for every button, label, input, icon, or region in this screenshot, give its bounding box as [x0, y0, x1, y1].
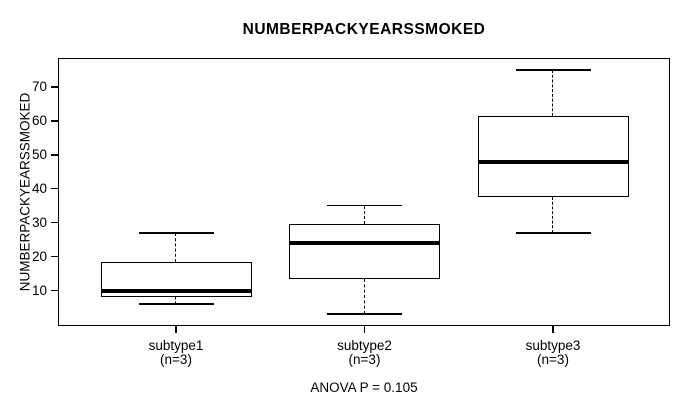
x-tick-subtype2	[363, 326, 366, 333]
y-tick-label-10: 10	[31, 282, 47, 298]
x-label-name-subtype3: subtype3	[525, 338, 581, 353]
y-tick-40	[51, 187, 58, 190]
whisker-cap-upper-subtype2	[327, 204, 402, 207]
y-tick-label-40: 40	[31, 180, 47, 196]
y-tick-70	[51, 86, 58, 88]
whisker-lower-subtype1	[175, 297, 177, 305]
whisker-cap-upper-subtype3	[515, 69, 591, 71]
median-subtype2	[289, 241, 440, 246]
y-tick-50	[51, 154, 58, 156]
y-tick-30	[51, 221, 58, 224]
x-label-n-subtype2: (n=3)	[348, 352, 381, 367]
whisker-cap-lower-subtype3	[515, 232, 591, 234]
whisker-lower-subtype3	[552, 197, 554, 233]
median-subtype1	[100, 288, 252, 293]
x-tick-subtype3	[552, 326, 554, 333]
y-tick-20	[51, 255, 58, 258]
y-tick-label-20: 20	[31, 248, 47, 264]
whisker-upper-subtype2	[363, 205, 365, 225]
anova-annotation: ANOVA P = 0.105	[310, 380, 418, 395]
x-label-subtype1: subtype1 (n=3)	[96, 339, 256, 367]
x-label-subtype3: subtype3 (n=3)	[473, 339, 633, 367]
x-label-name-subtype2: subtype2	[337, 338, 392, 353]
y-tick-label-60: 60	[31, 112, 47, 128]
x-label-n-subtype1: (n=3)	[160, 352, 192, 367]
y-tick-label-50: 50	[31, 146, 47, 162]
whisker-upper-subtype1	[175, 232, 177, 262]
y-tick-label-30: 30	[31, 214, 47, 230]
whisker-cap-upper-subtype1	[138, 232, 214, 234]
whisker-cap-lower-subtype2	[327, 313, 402, 315]
box-subtype3	[477, 115, 629, 198]
x-tick-subtype1	[175, 326, 177, 333]
box-subtype2	[289, 224, 440, 279]
x-label-subtype2: subtype2 (n=3)	[285, 339, 445, 367]
y-tick-60	[51, 120, 58, 122]
whisker-lower-subtype2	[363, 278, 365, 315]
median-subtype3	[477, 159, 629, 164]
x-label-name-subtype1: subtype1	[148, 338, 204, 353]
x-label-n-subtype3: (n=3)	[537, 352, 569, 367]
whisker-cap-lower-subtype1	[138, 303, 214, 305]
chart-title: NUMBERPACKYEARSSMOKED	[242, 21, 486, 38]
whisker-upper-subtype3	[552, 70, 554, 116]
y-tick-10	[51, 289, 58, 292]
y-tick-label-70: 70	[31, 78, 47, 94]
